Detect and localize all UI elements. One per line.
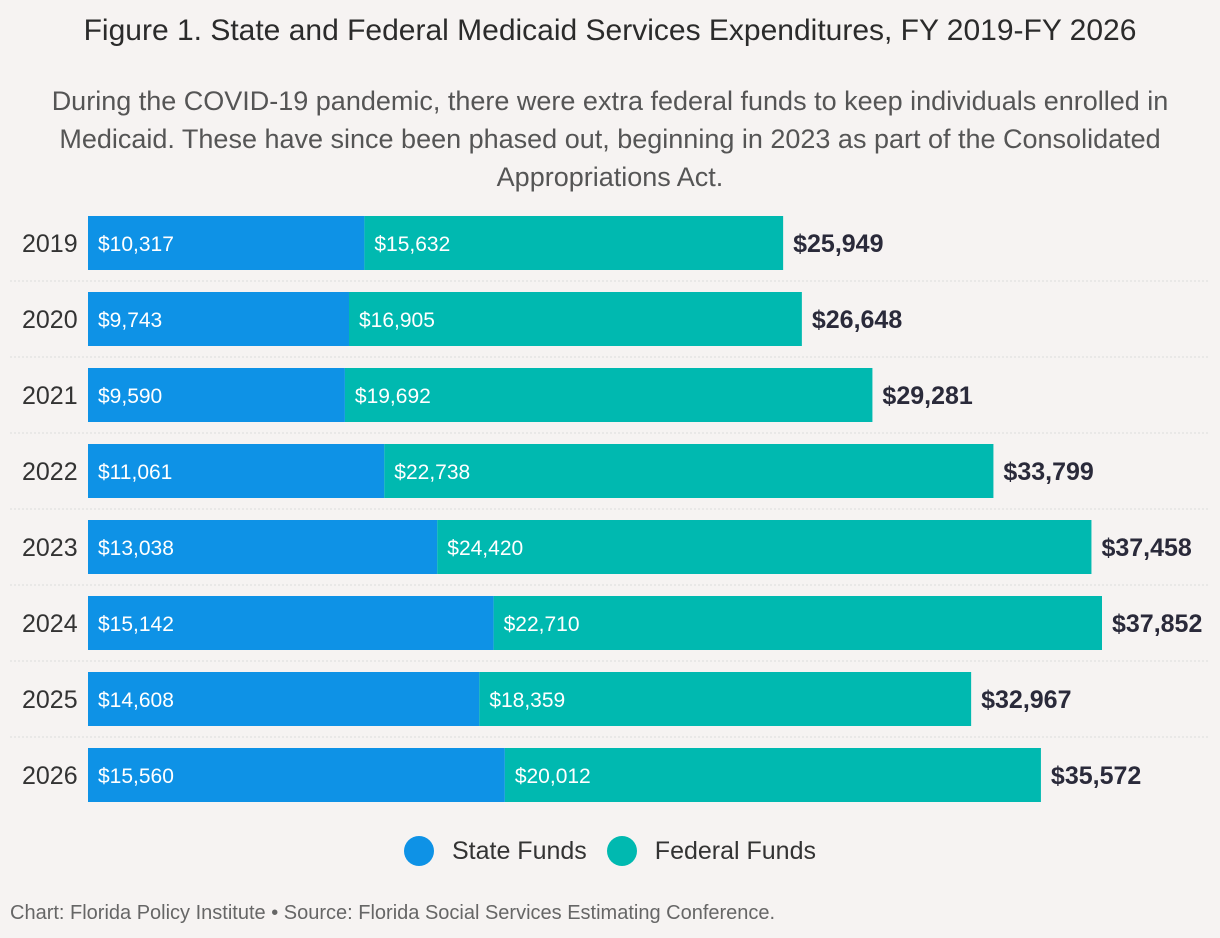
total-value-label: $37,852 [1112, 610, 1202, 638]
total-value-label: $29,281 [882, 382, 972, 410]
category-label: 2026 [22, 762, 78, 790]
total-value-label: $25,949 [793, 230, 883, 258]
total-value-label: $26,648 [812, 306, 902, 334]
category-label: 2022 [22, 458, 78, 486]
state-bar-segment[interactable] [88, 672, 480, 726]
federal-bar-segment[interactable] [479, 672, 972, 726]
category-label: 2025 [22, 686, 78, 714]
federal-bar-segment[interactable] [504, 748, 1041, 802]
chart-subtitle: During the COVID-19 pandemic, there were… [51, 86, 1169, 192]
legend: State Funds Federal Funds [0, 836, 1220, 866]
federal-bar-segment[interactable] [493, 596, 1102, 650]
total-value-label: $37,458 [1101, 534, 1191, 562]
category-label: 2019 [22, 230, 78, 258]
state-value-label: $15,560 [98, 765, 174, 788]
federal-value-label: $16,905 [359, 309, 435, 332]
category-label: 2020 [22, 306, 78, 334]
legend-item-federal[interactable]: Federal Funds [606, 836, 816, 866]
state-value-label: $14,608 [98, 689, 174, 712]
state-value-label: $9,590 [98, 385, 162, 408]
total-value-label: $33,799 [1003, 458, 1093, 486]
state-value-label: $13,038 [98, 537, 174, 560]
chart-title: Figure 1. State and Federal Medicaid Ser… [83, 14, 1137, 47]
state-bar-segment[interactable] [88, 292, 350, 346]
state-bar-segment[interactable] [88, 520, 438, 574]
state-bar-segment[interactable] [88, 596, 494, 650]
state-bar-segment[interactable] [88, 748, 505, 802]
state-bar-segment[interactable] [88, 368, 345, 422]
legend-label-state: State Funds [451, 836, 587, 865]
state-value-label: $9,743 [98, 309, 162, 332]
federal-value-label: $22,710 [504, 613, 580, 636]
category-label: 2021 [22, 382, 78, 410]
state-funds-swatch-icon [403, 836, 434, 866]
federal-value-label: $19,692 [355, 385, 431, 408]
federal-bar-segment[interactable] [364, 216, 784, 270]
federal-bar-segment[interactable] [384, 444, 994, 498]
total-value-label: $35,572 [1051, 762, 1141, 790]
federal-value-label: $22,738 [394, 461, 470, 484]
federal-bar-segment[interactable] [437, 520, 1092, 574]
federal-bar-segment[interactable] [344, 368, 873, 422]
federal-funds-swatch-icon [606, 836, 637, 866]
state-value-label: $15,142 [98, 613, 174, 636]
total-value-label: $32,967 [981, 686, 1071, 714]
category-label: 2024 [22, 610, 78, 638]
state-bar-segment[interactable] [88, 216, 365, 270]
legend-item-state[interactable]: State Funds [403, 836, 587, 866]
federal-value-label: $20,012 [515, 765, 591, 788]
legend-label-federal: Federal Funds [654, 836, 816, 865]
federal-value-label: $15,632 [374, 233, 450, 256]
source-footer: Chart: Florida Policy Institute • Source… [10, 902, 776, 924]
category-label: 2023 [22, 534, 78, 562]
federal-value-label: $18,359 [489, 689, 565, 712]
state-value-label: $11,061 [98, 461, 172, 484]
bar-chart: 2019 $10,317 $15,632 $25,949 2020 $9,743 $16,9… [10, 216, 1210, 802]
federal-value-label: $24,420 [447, 537, 523, 560]
state-value-label: $10,317 [98, 233, 174, 256]
state-bar-segment[interactable] [88, 444, 385, 498]
federal-bar-segment[interactable] [349, 292, 802, 346]
